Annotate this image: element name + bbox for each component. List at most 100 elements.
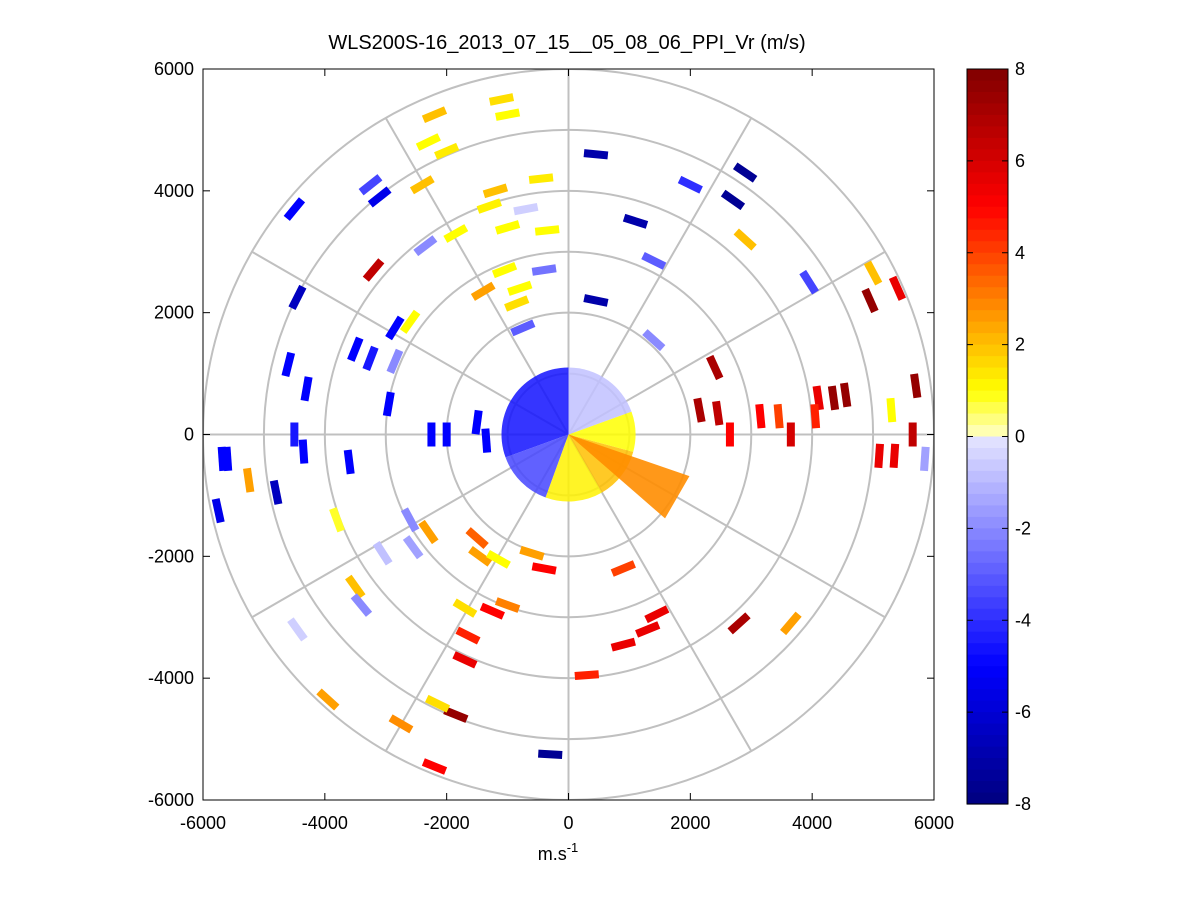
range-gates [211, 93, 930, 775]
colorbar-tick-label: 0 [1015, 427, 1025, 447]
range-gate [443, 706, 469, 723]
colorbar-swatch [967, 631, 1008, 644]
range-gate [610, 637, 636, 652]
colorbar-swatch [967, 447, 1008, 461]
range-gate [421, 106, 448, 124]
range-gate [732, 162, 758, 183]
colorbar-swatch [967, 80, 1008, 93]
colorbar-swatch [967, 287, 1008, 300]
colorbar-swatch [967, 310, 1008, 323]
range-gate [217, 446, 228, 472]
range-gate [482, 183, 509, 199]
range-gate [479, 602, 505, 620]
colorbar-swatch [967, 781, 1008, 794]
colorbar-swatch [967, 321, 1008, 334]
range-gate [388, 714, 414, 734]
colorbar-swatch [967, 597, 1008, 610]
x-axis-label: m.s-1 [538, 840, 579, 864]
range-gate [786, 422, 795, 447]
range-gate [494, 220, 521, 235]
colorbar-swatch [967, 735, 1008, 748]
range-gate [434, 142, 460, 160]
range-gate [755, 403, 766, 429]
range-gate [583, 294, 609, 307]
range-gate [641, 252, 667, 270]
range-gate [418, 519, 439, 545]
range-gate [874, 443, 884, 469]
range-gate [827, 385, 840, 411]
range-gate [481, 428, 492, 453]
near-field-plume [568, 434, 690, 519]
range-gate [385, 315, 405, 341]
range-gate [528, 173, 554, 184]
colorbar-swatch [967, 677, 1008, 690]
range-gate [372, 541, 393, 566]
range-gate [345, 574, 366, 599]
range-gate [531, 562, 557, 575]
colorbar-tick-label: 6 [1015, 151, 1025, 171]
x-tick-label: -6000 [180, 813, 226, 833]
range-gate [470, 281, 496, 301]
colorbar-swatch [967, 493, 1008, 507]
near-field-sector [568, 411, 636, 452]
colorbar-swatch [967, 91, 1008, 105]
colorbar-swatch [967, 103, 1008, 116]
colorbar-swatch [967, 356, 1008, 369]
x-tick-label: -2000 [424, 813, 470, 833]
near-field-velocity-field [501, 367, 690, 519]
range-gate [415, 133, 441, 151]
colorbar-swatch [967, 172, 1008, 185]
range-gate [510, 319, 536, 337]
range-gate [316, 688, 340, 711]
colorbar-swatch [967, 413, 1008, 426]
range-gate [888, 275, 906, 301]
range-gate [910, 373, 922, 399]
range-gate [211, 498, 225, 524]
range-gate [468, 546, 493, 567]
range-gate [538, 749, 563, 759]
range-gate [399, 309, 421, 334]
range-gate [622, 213, 649, 229]
range-gate [400, 507, 420, 533]
colorbar-swatch [967, 137, 1008, 150]
range-gate [465, 527, 489, 549]
colorbar-swatch [967, 218, 1008, 231]
colorbar-swatch [967, 528, 1008, 541]
range-gate [513, 202, 539, 216]
colorbar-swatch [967, 769, 1008, 782]
colorbar-swatch [967, 229, 1008, 242]
colorbar-swatch [967, 620, 1008, 633]
range-gate [812, 385, 824, 411]
colorbar-swatch [967, 459, 1008, 472]
range-gate [269, 479, 283, 505]
range-gate [773, 403, 784, 429]
range-gate [706, 354, 724, 381]
colorbar-swatch [967, 264, 1008, 277]
range-gate [424, 694, 451, 713]
y-tick-label: -2000 [148, 546, 194, 566]
range-gate [583, 149, 609, 160]
colorbar-swatch [967, 160, 1008, 173]
range-gate [644, 605, 670, 624]
range-gate [243, 467, 255, 493]
range-gate [362, 345, 379, 371]
range-gate [409, 175, 435, 195]
x-tick-label: 2000 [670, 813, 710, 833]
y-tick-label: -6000 [148, 790, 194, 810]
colorbar-tick-label: -6 [1015, 702, 1031, 722]
chart-title: WLS200S-16_2013_07_15__05_08_06_PPI_Vr (… [328, 32, 805, 54]
colorbar-swatch [967, 746, 1008, 759]
range-gate [347, 336, 364, 362]
range-gate [281, 351, 296, 378]
colorbar-swatch [967, 275, 1008, 288]
colorbar-swatch [967, 574, 1008, 587]
range-gate [920, 446, 930, 472]
colorbar-swatch [967, 183, 1008, 196]
colorbar-swatch [967, 723, 1008, 736]
x-axis-label-superscript: -1 [567, 840, 579, 855]
range-gate [358, 174, 383, 196]
colorbar-tick-label: 2 [1015, 335, 1025, 355]
range-gate [283, 197, 306, 221]
range-gate [725, 422, 734, 447]
range-gate [519, 545, 545, 561]
